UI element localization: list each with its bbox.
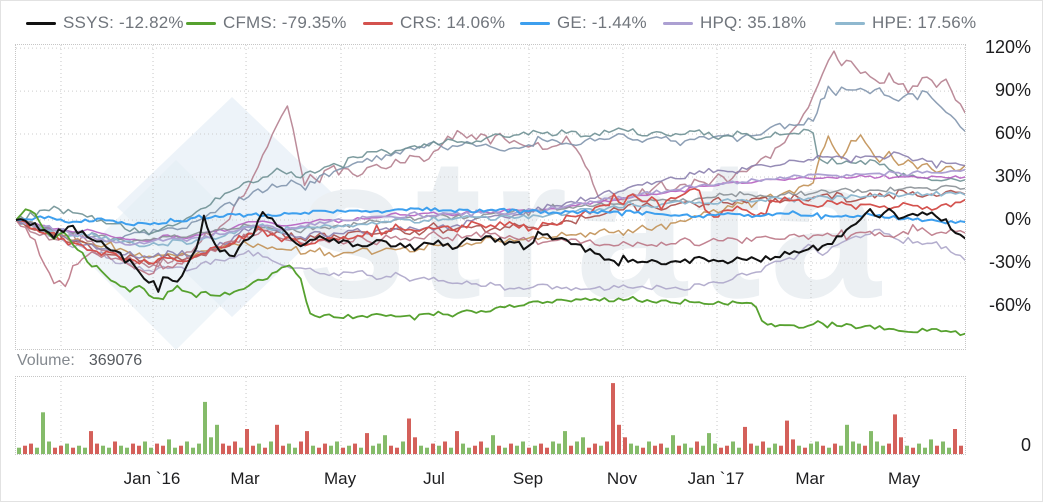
x-axis-tick: Mar (230, 469, 260, 488)
series-line-crs[interactable] (16, 187, 965, 265)
legend-line-swatch (835, 21, 865, 25)
legend-item-cfms[interactable]: CFMS: -79.35% (186, 11, 347, 35)
legend-line-swatch (363, 21, 393, 25)
series-line-e9-roselow[interactable] (16, 219, 965, 288)
volume-gridlines (60, 377, 906, 454)
x-axis-tick: Sep (512, 469, 544, 488)
x-axis-tick: May (887, 469, 921, 488)
x-axis-tick: Jan `16 (123, 469, 181, 488)
series-line-hpe[interactable] (16, 190, 965, 248)
series-line-e3-teal[interactable] (16, 127, 965, 236)
legend-item-hpe[interactable]: HPE: 17.56% (835, 11, 976, 35)
legend-item-crs[interactable]: CRS: 14.06% (363, 11, 505, 35)
price-plot-area[interactable]: strata (15, 44, 966, 350)
volume-plot-area[interactable] (15, 376, 966, 455)
series-line-e8-lavender[interactable] (16, 219, 965, 291)
price-chart-svg[interactable]: strata (16, 45, 965, 349)
x-axis-tick: May (323, 469, 357, 488)
legend-label: CRS: 14.06% (400, 13, 506, 32)
y-axis-tick: -60% (988, 294, 1031, 315)
series-line-ssys[interactable] (16, 207, 965, 293)
series-line-ge[interactable] (16, 206, 965, 227)
y-axis-tick: 0% (1004, 209, 1031, 229)
legend-line-swatch (186, 21, 216, 25)
legend-item-ssys[interactable]: SSYS: -12.82% (26, 11, 184, 35)
legend-line-swatch (520, 21, 550, 25)
volume-value: 369076 (88, 352, 143, 369)
legend-line-swatch (663, 21, 693, 25)
legend-label: HPQ: 35.18% (700, 13, 807, 32)
y-axis-tick: 90% (994, 80, 1031, 101)
volume-zero-tick: 0 (1020, 435, 1031, 455)
volume-header: Volume: 369076 (17, 352, 142, 370)
series-line-e2-grayblue[interactable] (16, 85, 965, 243)
legend-label: SSYS: -12.82% (63, 13, 184, 32)
chart-legend: SSYS: -12.82% CFMS: -79.35% CRS: 14.06% GE:… (1, 11, 1042, 41)
x-axis-tick: Jan `17 (687, 469, 745, 488)
series-line-e7-purpleslate[interactable] (16, 151, 965, 260)
x-axis-tick: Jul (423, 469, 445, 488)
gridlines (16, 45, 965, 349)
legend-item-hpq[interactable]: HPQ: 35.18% (663, 11, 806, 35)
legend-line-swatch (26, 21, 56, 25)
y-axis-tick: 60% (994, 123, 1031, 144)
y-axis-tick: 120% (984, 37, 1031, 58)
y-axis-tick: -30% (988, 251, 1031, 272)
x-axis-tick: Mar (795, 469, 825, 488)
legend-item-ge[interactable]: GE: -1.44% (520, 11, 647, 35)
y-axis-tick: 30% (994, 166, 1031, 187)
x-axis-tick: Nov (606, 469, 638, 488)
legend-label: HPE: 17.56% (872, 13, 977, 32)
volume-label: Volume: (17, 352, 75, 369)
series-line-e10-gray[interactable] (16, 184, 965, 244)
series-line-e1-mauve[interactable] (16, 50, 965, 269)
legend-label: CFMS: -79.35% (223, 13, 347, 32)
legend-label: GE: -1.44% (557, 13, 647, 32)
series-line-cfms[interactable] (16, 208, 965, 337)
volume-chart-svg[interactable] (16, 377, 965, 454)
volume-bars (17, 383, 963, 454)
